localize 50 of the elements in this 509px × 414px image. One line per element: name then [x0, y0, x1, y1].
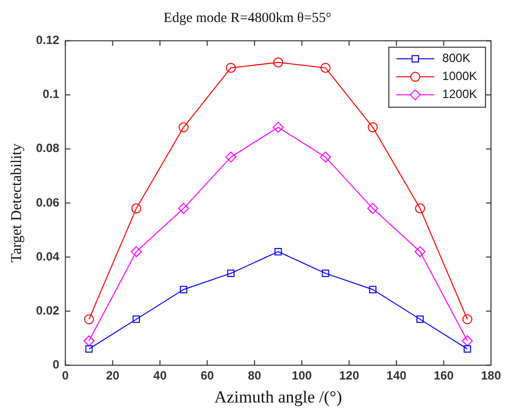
x-tick-label: 40	[153, 368, 167, 383]
point	[272, 122, 284, 133]
legend-label: 800K	[442, 51, 470, 66]
point	[132, 316, 140, 323]
chart-title: Edge mode R=4800km θ=55°	[164, 11, 332, 26]
point	[415, 203, 426, 214]
x-tick-label: 140	[386, 368, 407, 383]
point	[178, 122, 189, 132]
point	[273, 57, 284, 68]
y-tick-label: 0.08	[36, 141, 60, 156]
y-tick-label: 0.12	[36, 33, 60, 48]
point	[227, 270, 235, 277]
x-tick-label: 60	[200, 368, 214, 383]
y-tick-label: 0.06	[36, 195, 60, 210]
point	[84, 335, 95, 346]
y-tick-label: 0.04	[36, 249, 60, 264]
point	[462, 314, 472, 324]
x-tick-label: 80	[248, 368, 262, 383]
x-tick-label: 160	[434, 368, 454, 383]
legend-label: 1200K	[442, 87, 478, 102]
point	[367, 202, 378, 214]
x-tick-label: 20	[106, 368, 120, 383]
point	[274, 248, 282, 256]
point	[180, 286, 188, 294]
point	[320, 62, 330, 73]
y-tick-label: 0.1	[42, 87, 60, 102]
point	[414, 246, 426, 258]
x-tick-label: 0	[62, 368, 70, 383]
legend-label: 1000K	[442, 69, 478, 84]
point	[416, 316, 424, 323]
point	[464, 345, 472, 353]
point	[84, 314, 94, 324]
x-tick-label: 120	[339, 368, 360, 383]
y-axis-title: Target Detectability	[8, 142, 25, 263]
point	[226, 62, 236, 73]
point	[225, 152, 236, 163]
y-tick-label: 0.02	[36, 303, 60, 318]
point	[462, 335, 473, 346]
y-tick-label: 0	[52, 358, 60, 372]
point	[320, 152, 331, 163]
point	[130, 246, 142, 258]
x-axis-title: Azimuth angle /(°)	[214, 387, 342, 406]
point	[368, 122, 378, 132]
x-tick-label: 180	[480, 368, 502, 383]
point	[131, 203, 142, 214]
x-tick-label: 100	[292, 368, 312, 383]
point	[85, 345, 93, 353]
point	[369, 286, 376, 294]
point	[322, 270, 330, 277]
point	[178, 202, 190, 214]
